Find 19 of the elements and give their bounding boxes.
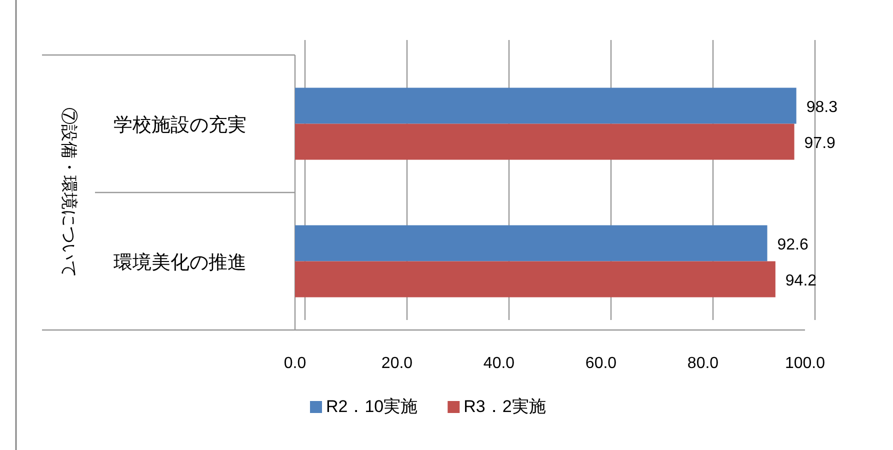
y-tick-label: 環境美化の推進: [114, 251, 246, 274]
y-tick-label: 学校施設の充実: [114, 114, 246, 136]
data-label: 97.9: [804, 134, 836, 152]
bar: [295, 225, 768, 262]
x-tick-label: 80.0: [687, 355, 719, 372]
x-tick-label: 20.0: [381, 355, 413, 372]
data-label: 92.6: [777, 236, 808, 254]
x-tick-label: 40.0: [483, 355, 515, 372]
legend-label: R2．10実施: [326, 397, 418, 416]
bar: [295, 88, 796, 124]
bar: [295, 124, 794, 160]
legend-label: R3．2実施: [464, 397, 546, 416]
x-tick-label: 0.0: [284, 355, 306, 372]
bar: [295, 261, 776, 298]
data-label: 94.2: [785, 272, 817, 290]
y-axis-title: ⑦設備・環境について: [60, 108, 79, 278]
data-label: 98.3: [806, 98, 838, 116]
x-tick-label: 60.0: [585, 355, 617, 372]
x-tick-label: 100.0: [784, 355, 826, 372]
